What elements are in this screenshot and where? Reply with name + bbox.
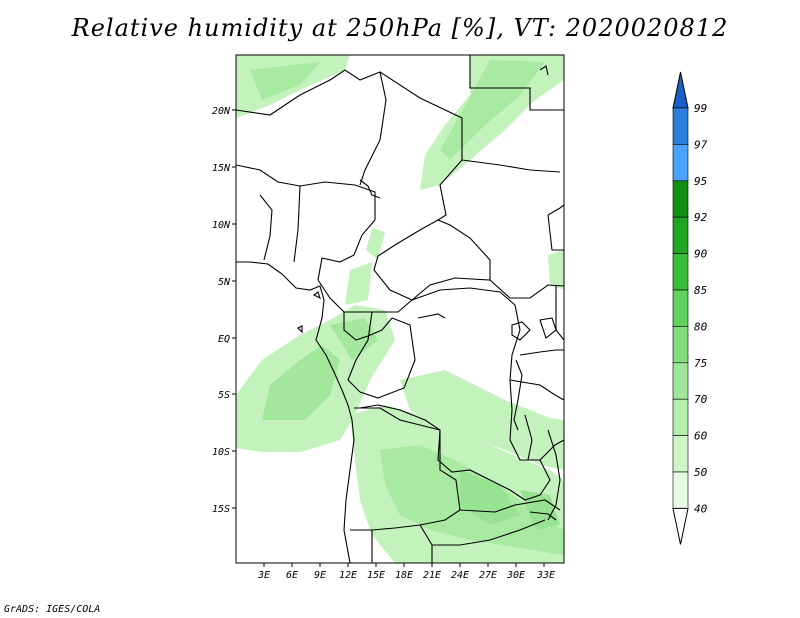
colorbar-label: 92 xyxy=(694,211,708,224)
colorbar-segment xyxy=(672,144,689,182)
colorbar-label: 70 xyxy=(694,393,708,406)
lon-label: 6E xyxy=(286,570,298,581)
colorbar-segment xyxy=(672,435,689,473)
colorbar-segment xyxy=(672,471,689,509)
colorbar-label: 97 xyxy=(694,138,708,151)
lon-label: 27E xyxy=(479,570,497,581)
colorbar-label: 85 xyxy=(694,284,707,297)
lon-label: 33E xyxy=(536,570,555,581)
colorbar-segment xyxy=(672,253,689,291)
colorbar-label: 40 xyxy=(694,502,708,515)
credit-text: GrADS: IGES/COLA xyxy=(4,604,101,615)
country-borders xyxy=(236,55,564,563)
colorbar-label: 75 xyxy=(694,357,707,370)
lat-label: 10S xyxy=(212,447,230,458)
humidity-field-ne xyxy=(420,55,564,190)
colorbar-segment xyxy=(672,398,689,436)
lon-label: 15E xyxy=(367,570,385,581)
humidity-field-e xyxy=(400,370,564,470)
lat-label: 20N xyxy=(212,106,231,117)
colorbar-segment xyxy=(672,180,689,218)
colorbar-segment xyxy=(672,216,689,254)
colorbar-label: 50 xyxy=(694,466,708,479)
colorbar-label: 90 xyxy=(694,248,708,261)
colorbar-label: 60 xyxy=(694,430,708,443)
colorbar-segment xyxy=(672,326,689,364)
map-frame xyxy=(235,54,565,564)
colorbar-label: 99 xyxy=(694,102,707,115)
lat-label: 10N xyxy=(212,220,231,231)
lon-label: 24E xyxy=(451,570,469,581)
lat-label: EQ xyxy=(218,334,230,345)
lon-label: 3E xyxy=(257,570,270,581)
colorbar-segment xyxy=(672,107,689,145)
plot-title: Relative humidity at 250hPa [%], VT: 202… xyxy=(71,14,729,42)
colorbar-segment xyxy=(672,71,689,109)
colorbar-segment xyxy=(672,362,689,400)
colorbar-label: 80 xyxy=(694,320,708,333)
lon-label: 18E xyxy=(395,570,413,581)
lon-label: 30E xyxy=(506,570,525,581)
colorbar: 99 97 95 92 90 85 80 75 70 60 50 40 xyxy=(672,71,708,545)
lat-label: 15N xyxy=(212,163,231,174)
humidity-shading xyxy=(236,55,564,563)
colorbar-segment xyxy=(672,289,689,327)
colorbar-label: 95 xyxy=(694,175,707,188)
colorbar-segment xyxy=(672,507,689,545)
lat-label: 5S xyxy=(218,390,230,401)
latitude-axis: 20N 15N 10N 5N EQ 5S 10S 15S xyxy=(212,106,236,515)
longitude-axis: 3E 6E 9E 12E 15E 18E 21E 24E 27E 30E 33E xyxy=(257,563,555,581)
coastline-west xyxy=(236,261,355,563)
lat-label: 5N xyxy=(218,277,231,288)
lon-label: 9E xyxy=(314,570,326,581)
lat-label: 15S xyxy=(212,504,230,515)
lon-label: 12E xyxy=(339,570,357,581)
lon-label: 21E xyxy=(423,570,441,581)
